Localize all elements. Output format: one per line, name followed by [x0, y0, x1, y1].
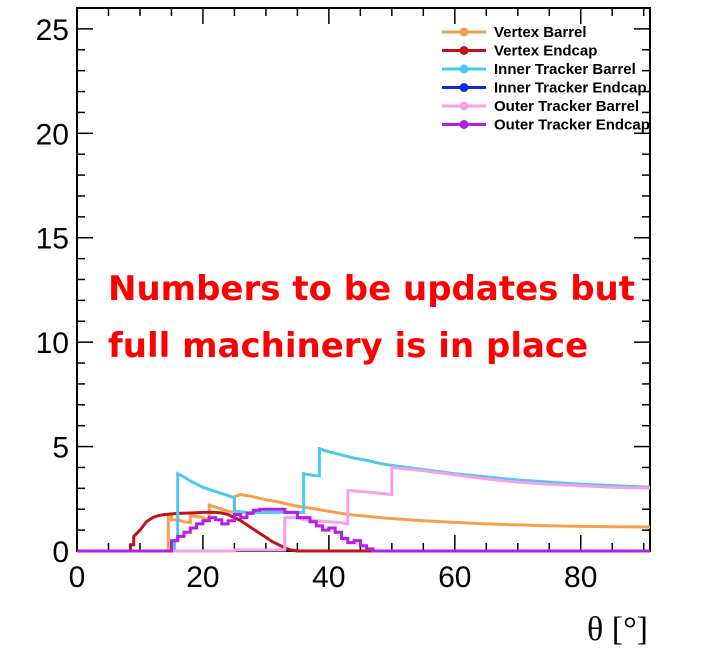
- y-tick-label: 15: [36, 223, 69, 256]
- axis-tick-labels: 0 20 40 60 80 0 5 10 15 20 25: [36, 14, 598, 594]
- legend-marker-5: [459, 120, 469, 129]
- legend-marker-1: [459, 46, 469, 55]
- series-line-4: [77, 465, 651, 553]
- legend-marker-4: [459, 101, 469, 111]
- series-line-2: [77, 446, 651, 553]
- legend-label-2: Inner Tracker Barrel: [494, 61, 636, 78]
- annotation-line-2: full machinery is in place: [108, 326, 588, 366]
- legend-marker-0: [459, 27, 469, 37]
- legend-label-0: Vertex Barrel: [494, 24, 587, 41]
- y-tick-label: 10: [36, 327, 69, 360]
- legend-label-4: Outer Tracker Barrel: [494, 98, 639, 115]
- annotation-line-1: Numbers to be updates but: [108, 269, 635, 309]
- x-tick-label: 40: [312, 561, 345, 594]
- x-tick-label: 0: [69, 561, 86, 594]
- x-axis-label: θ [°]: [587, 611, 648, 648]
- y-tick-label: 5: [52, 432, 69, 465]
- annotation: Numbers to be updates but full machinery…: [108, 269, 635, 366]
- y-tick-label: 20: [36, 118, 69, 151]
- x-tick-label: 20: [186, 561, 219, 594]
- legend-label-5: Outer Tracker Endcap: [494, 117, 650, 134]
- legend-label-3: Inner Tracker Endcap: [494, 80, 647, 97]
- series-lines: [77, 446, 651, 553]
- legend-marker-3: [459, 83, 469, 92]
- y-tick-label: 0: [52, 536, 69, 569]
- axis-ticks: [76, 7, 650, 552]
- x-tick-label: 60: [438, 561, 471, 594]
- y-tick-label: 25: [36, 14, 69, 47]
- series-line-1: [77, 510, 650, 553]
- legend-label-1: Vertex Endcap: [494, 43, 597, 60]
- series-line-5: [77, 507, 650, 553]
- legend-marker-2: [459, 64, 469, 74]
- series-line-0: [77, 493, 651, 553]
- x-tick-label: 80: [564, 561, 597, 594]
